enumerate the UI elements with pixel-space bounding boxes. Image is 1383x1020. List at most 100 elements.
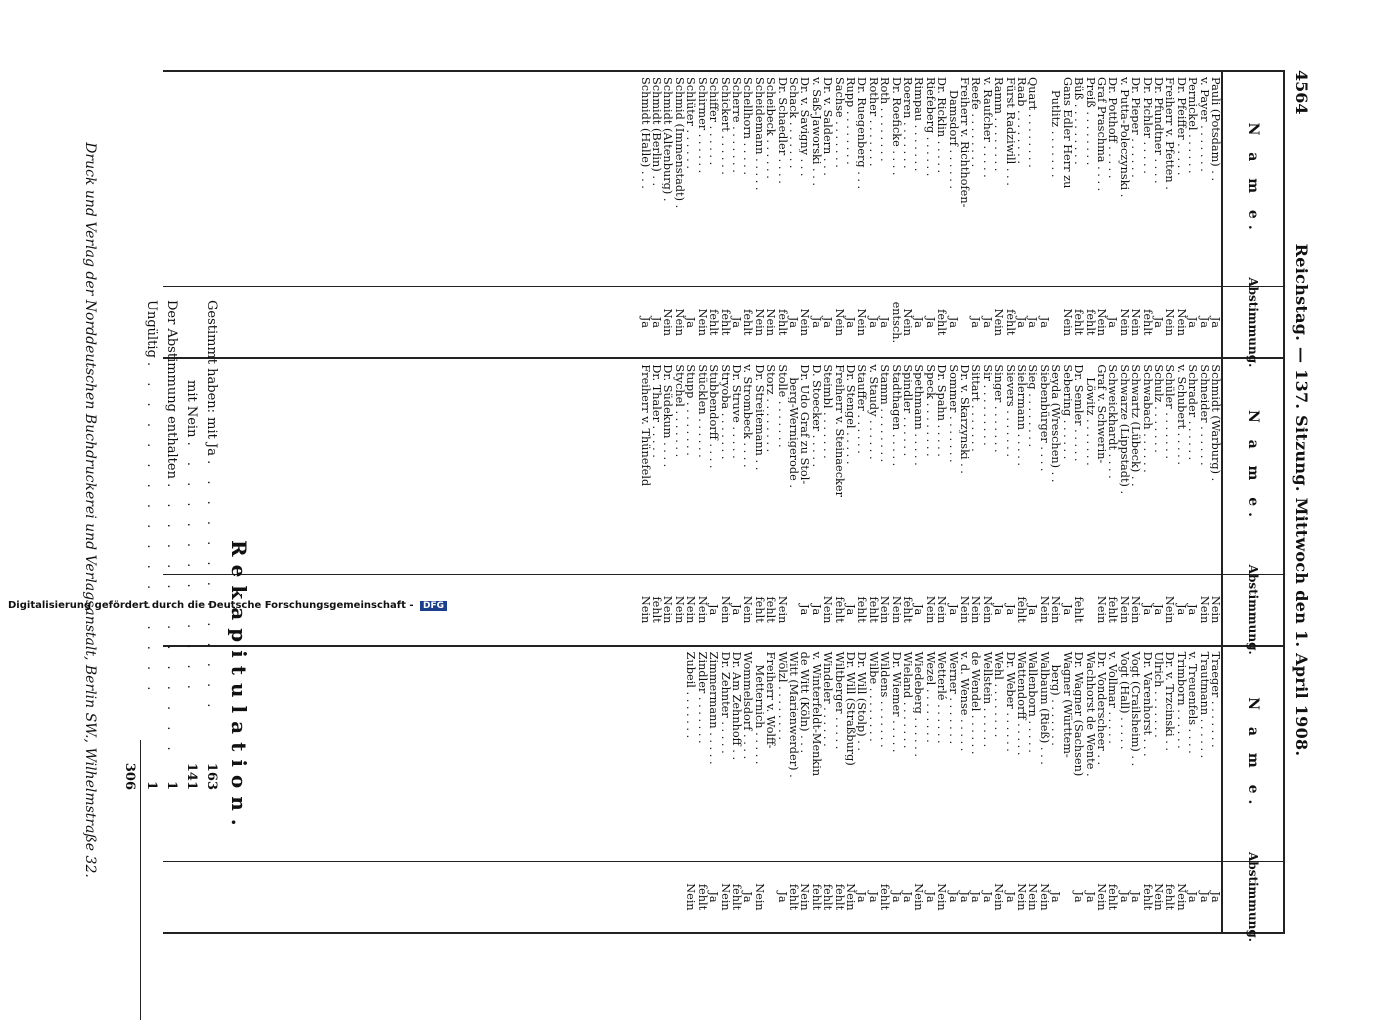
member-name: v. Vollmar . . . . . [1106,651,1119,744]
table-row: Schmidt (Altenburg) . Nein [662,72,675,357]
vote-value: Ja [1151,316,1165,328]
table-row: v. Vollmar . . . . . fehlt [1106,647,1119,932]
vote-value: fehlt [1163,883,1177,911]
table-row: Dr. Pfeiffer . . . . . Nein [1175,72,1188,357]
vote-value [1050,287,1061,357]
member-name: Dr. Semler . . . . . [1072,364,1085,461]
member-name: Schneider . . . . . . [1198,364,1210,465]
member-name: Spethmann . . . . . [913,364,925,465]
table-row: Damsdorf . . . . . . Ja [947,72,960,357]
table-row: Dr. Südekum . . . . Nein [662,359,675,644]
vote-value: fehlt [1140,883,1154,911]
member-name: Dr. v. Saldern . . . [821,77,834,176]
table-row: Windeler . . . . . . fehlt [821,647,834,932]
table-row: v. Treuenfels . . . . Ja [1186,647,1199,932]
vote-value: Ja [1060,604,1074,616]
table-row: Stolle . . . . . . . Nein [776,359,789,644]
vote-value: Nein [764,308,778,337]
vote-value: Nein [1060,308,1074,337]
vote-value: fehlt [878,883,892,911]
vote-value: fehlt [901,596,915,623]
table-row: Vogt (Crailsheim) . . Ja [1129,647,1142,932]
member-name: Schüler . . . . . . . [1163,364,1176,459]
table-row: berg-Wernigerode . [788,359,799,644]
vote-value: Nein [1094,308,1108,337]
vote-value: Ja [980,891,994,903]
member-name: Stadthagen . . . . . [890,364,902,466]
vote-header: Abstimmung. [1246,277,1260,368]
member-name: v. Winterfeldt-Menkin [810,651,822,777]
table-row: Seyda (Wreschen) . . Nein [1049,359,1062,644]
vote-value: Ja [912,316,926,328]
vote-value: Nein [992,308,1006,337]
member-name: berg) . . . . . . . [1049,664,1062,746]
vote-value: Ja [1003,604,1017,616]
vote-value: Ja [1186,604,1200,616]
vote-value: Nein [1094,595,1108,624]
member-name: Wölzl . . . . . . . . [776,651,788,740]
vote-header: Abstimmung. [1246,564,1260,655]
member-name: Ulrich . . . . . . . [1152,651,1164,738]
table-row: Wehl . . . . . . . . Nein [992,647,1005,932]
table-row: Schickert . . . . . . fehlt [718,72,732,357]
table-row: Gans Edler Herr zu Nein [1060,72,1074,357]
member-name: v. Putta-Poleczynski . [1118,77,1130,197]
member-name: Dr. v. Savigny . . . [798,77,811,177]
member-name: Dr. Am Zehnhoff . . [730,651,742,760]
table-row: v. Winterfeldt-Menkin fehlt [810,647,823,932]
member-name: Storz . . . . . . . . [764,364,777,452]
member-name: Dr. Potthoff . . . . . [1106,77,1119,178]
vote-value: Ja [786,316,800,328]
table-row: Wallenborn . . . . . Nein [1027,647,1040,932]
vote-value: Ja [1209,316,1222,328]
table-row: Stauffer . . . . . . fehlt [855,359,868,644]
member-name: Stubbendorff . . . . [707,364,720,468]
member-name: Büß . . . . . . . . . [1072,77,1085,165]
table-row: Quart . . . . . . . . Ja [1027,72,1040,357]
table-row: Schellhorn . . . . . fehlt [741,72,754,357]
vote-value: Nein [1117,308,1131,337]
table-row: Freiherr v. Steinaecker fehlt [833,359,846,644]
member-name: Wallenborn . . . . . [1027,651,1039,753]
vote-value: fehlt [718,309,732,336]
member-name: Singer . . . . . . . [992,364,1005,452]
vote-value: Ja [821,316,835,328]
table-row: Wattendorff . . . . . Nein [1015,647,1028,932]
table-row: Ja [1038,72,1051,357]
member-name: Schlüter . . . . . . [684,77,697,169]
vote-value: Ja [1106,316,1120,328]
table-row: Dr. Stengel . . . . . Ja [844,359,857,644]
digitization-note: Digitalisierung gefördert durch die Deut… [8,600,448,611]
table-row: Dr. Weber . . . . . . Ja [1004,647,1017,932]
vote-value [959,287,970,357]
table-row: Freiherr v. Pfetten . Nein [1163,72,1176,357]
vote-value: Ja [707,604,721,616]
vote-value: fehlt [1003,309,1017,336]
member-name: v. Treuenfels . . . . [1186,651,1199,754]
table-row: Dr. Spahn . . . . . Nein [935,359,948,644]
vote-header: Abstimmung. [1246,852,1260,942]
member-name: Dr. v. Skarzynski . . [958,364,971,474]
table-row: Schrader . . . . . . Ja [1186,359,1200,644]
member-name: Steimbl . . . . . . . [821,364,834,458]
table-row: berg) . . . . . . . Ja [1049,647,1062,932]
vote-value: fehlt [1106,596,1120,623]
table-row: Schmidt (Berlin) . . Ja [650,72,663,357]
table-row: Metternich . . . . . Nein [753,647,766,932]
member-name: Löwitz . . . . . . . [1084,377,1096,465]
table-row: Freiherr v. Thünefeld Nein [639,359,652,644]
table-row: v. Payer . . . . . . . Ja [1198,72,1211,357]
vote-value: Ja [980,316,994,328]
vote-value: Ja [1197,891,1211,903]
vote-value: Nein [1163,595,1177,624]
table-row: Stadthagen . . . . . Nein [890,359,903,644]
table-row: Schneider . . . . . . Nein [1198,359,1211,644]
name-header: N a m e. [1223,646,1283,862]
table-row: Sittart . . . . . . . Nein [969,359,982,644]
table-row: Singer . . . . . . . Ja [992,359,1005,644]
table-row: Wetterlé . . . . . . Nein [935,647,948,932]
table-row: Reefe . . . . . . . . Ja [969,72,982,357]
table-row: Dr. Roeficke . . . . entsch. [890,72,903,357]
table-row: Sielermann . . . . . fehlt [1015,359,1028,644]
